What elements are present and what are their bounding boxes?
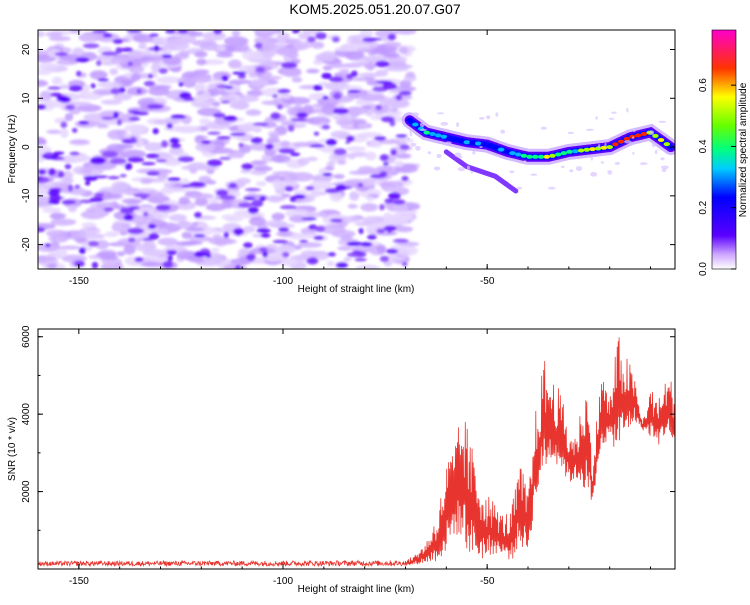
snr-panel: -150 -100 -50 2000 4000 6000 Height of strai… [7,325,676,595]
snr-frame [37,328,676,570]
spectrogram-x-tick-label: -100 [273,276,293,287]
colorbar: 0.0 0.2 0.4 0.6 Normalized spectral amplitu… [698,29,749,276]
snr-y-tick-label: 4000 [21,403,32,426]
snr-y-tick-label: 2000 [21,480,32,503]
colorbar-gradient [712,30,736,269]
colorbar-tick-label: 0.0 [698,262,709,276]
spectrogram-x-tick-label: -150 [69,276,89,287]
spectrogram-y-tick-label: -10 [21,188,32,203]
spectrogram-y-tick-label: -20 [21,237,32,252]
spectrogram-x-axis-label: Height of straight line (km) [298,284,415,295]
noise-field [38,30,421,269]
signal-ridge [401,107,675,194]
snr-x-tick-label: -150 [69,576,89,587]
spectrogram-y-tick-label: 20 [21,44,32,56]
snr-x-axis-label: Height of straight line (km) [298,584,415,595]
snr-x-tick-label: -100 [273,576,293,587]
snr-x-tick-label: -50 [480,576,495,587]
colorbar-tick-label: 0.4 [698,139,709,153]
snr-y-tick-label: 6000 [21,325,32,348]
colorbar-label: Normalized spectral amplitude [738,82,749,217]
colorbar-tick-label: 0.6 [698,78,709,92]
spectrogram-y-axis-label: Frequency (Hz) [7,115,18,184]
colorbar-tick-label: 0.2 [698,200,709,214]
spectrogram-y-tick-label: 0 [21,144,32,150]
spectrogram-frame [37,29,676,270]
snr-series-line [38,337,675,568]
chart-title: KOM5.2025.051.20.07.G07 [289,1,461,17]
spectrogram-y-tick-label: 10 [21,92,32,104]
spectrogram-x-tick-label: -50 [480,276,495,287]
snr-y-axis-label: SNR (10 * v/v) [7,417,18,481]
